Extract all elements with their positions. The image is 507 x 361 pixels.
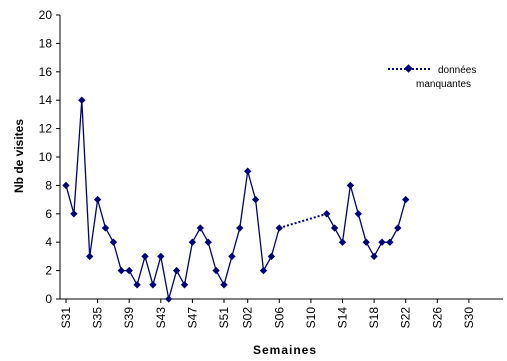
data-point [149,281,157,289]
series-points [62,96,410,303]
data-point [354,210,362,218]
data-point [275,224,283,232]
data-point [78,96,86,104]
data-point [212,266,220,275]
data-point [196,224,204,232]
y-tick-label: 18 [39,36,53,50]
x-tick-label: S31 [59,307,73,329]
data-point [394,224,402,232]
y-axis: 0 2 4 6 8 10 12 14 16 18 20 [39,8,61,306]
legend-marker [404,64,413,73]
legend-label-line1: données [438,65,476,76]
data-point [323,210,331,218]
data-point [109,238,118,246]
data-point [370,252,378,261]
y-tick-label: 20 [39,8,53,22]
x-tick-label: S06 [272,307,286,329]
data-point [330,224,339,232]
y-tick-label: 10 [39,150,53,164]
data-point [338,238,347,246]
data-point [236,224,244,232]
y-tick-label: 14 [39,93,53,107]
y-tick-label: 6 [45,207,52,221]
data-point [259,266,268,275]
data-point [62,181,70,190]
legend: données manquantes [388,64,476,90]
data-point [180,281,189,289]
data-point [70,210,78,218]
legend-label-line2: manquantes [416,79,471,90]
y-tick-label: 2 [45,264,52,278]
x-tick-label: S10 [304,307,318,329]
x-tick-label: S02 [241,307,255,329]
data-point [141,252,149,261]
x-tick-label: S14 [336,307,350,329]
data-point [378,238,386,246]
x-tick-label: S35 [91,307,105,329]
data-point [251,195,260,204]
data-point [188,238,197,246]
x-tick-label: S39 [122,307,136,329]
x-tick-label: S22 [399,307,413,329]
data-point [362,238,370,246]
x-tick-label: S26 [430,307,444,329]
data-point [86,252,94,261]
y-axis-title: Nb de visites [12,119,26,193]
data-point [125,266,133,275]
x-tick-label: S18 [367,307,381,329]
series-line-1 [270,227,280,257]
data-point [346,181,355,190]
x-axis: S31 S35 S39 S43 S47 S51 S02 S06 S10 S14 S18 S22 S26 S… [59,298,503,329]
data-point [165,295,173,303]
x-axis-title: Semaines [253,343,317,357]
y-tick-label: 12 [39,122,53,136]
data-point [228,252,236,261]
data-point [172,266,181,275]
series-lines [65,100,407,300]
data-point [386,238,394,246]
x-tick-label: S43 [154,307,168,329]
data-point [267,252,276,261]
y-tick-label: 0 [45,292,52,306]
y-tick-label: 16 [39,65,53,79]
x-tick-label: S47 [185,307,199,329]
data-point [204,238,212,246]
data-point [93,195,102,204]
data-point [244,167,252,175]
data-point [402,195,410,204]
data-point [157,252,165,261]
data-point [220,281,228,289]
data-point [101,224,110,232]
series-line-2 [279,212,327,229]
y-tick-label: 8 [45,178,52,192]
data-point [133,281,141,289]
data-point [117,266,125,275]
x-tick-label: S30 [462,307,476,329]
x-tick-label: S51 [217,307,231,329]
y-tick-label: 4 [45,235,52,249]
